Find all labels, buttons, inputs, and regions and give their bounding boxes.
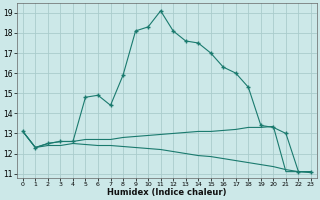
X-axis label: Humidex (Indice chaleur): Humidex (Indice chaleur): [107, 188, 227, 197]
